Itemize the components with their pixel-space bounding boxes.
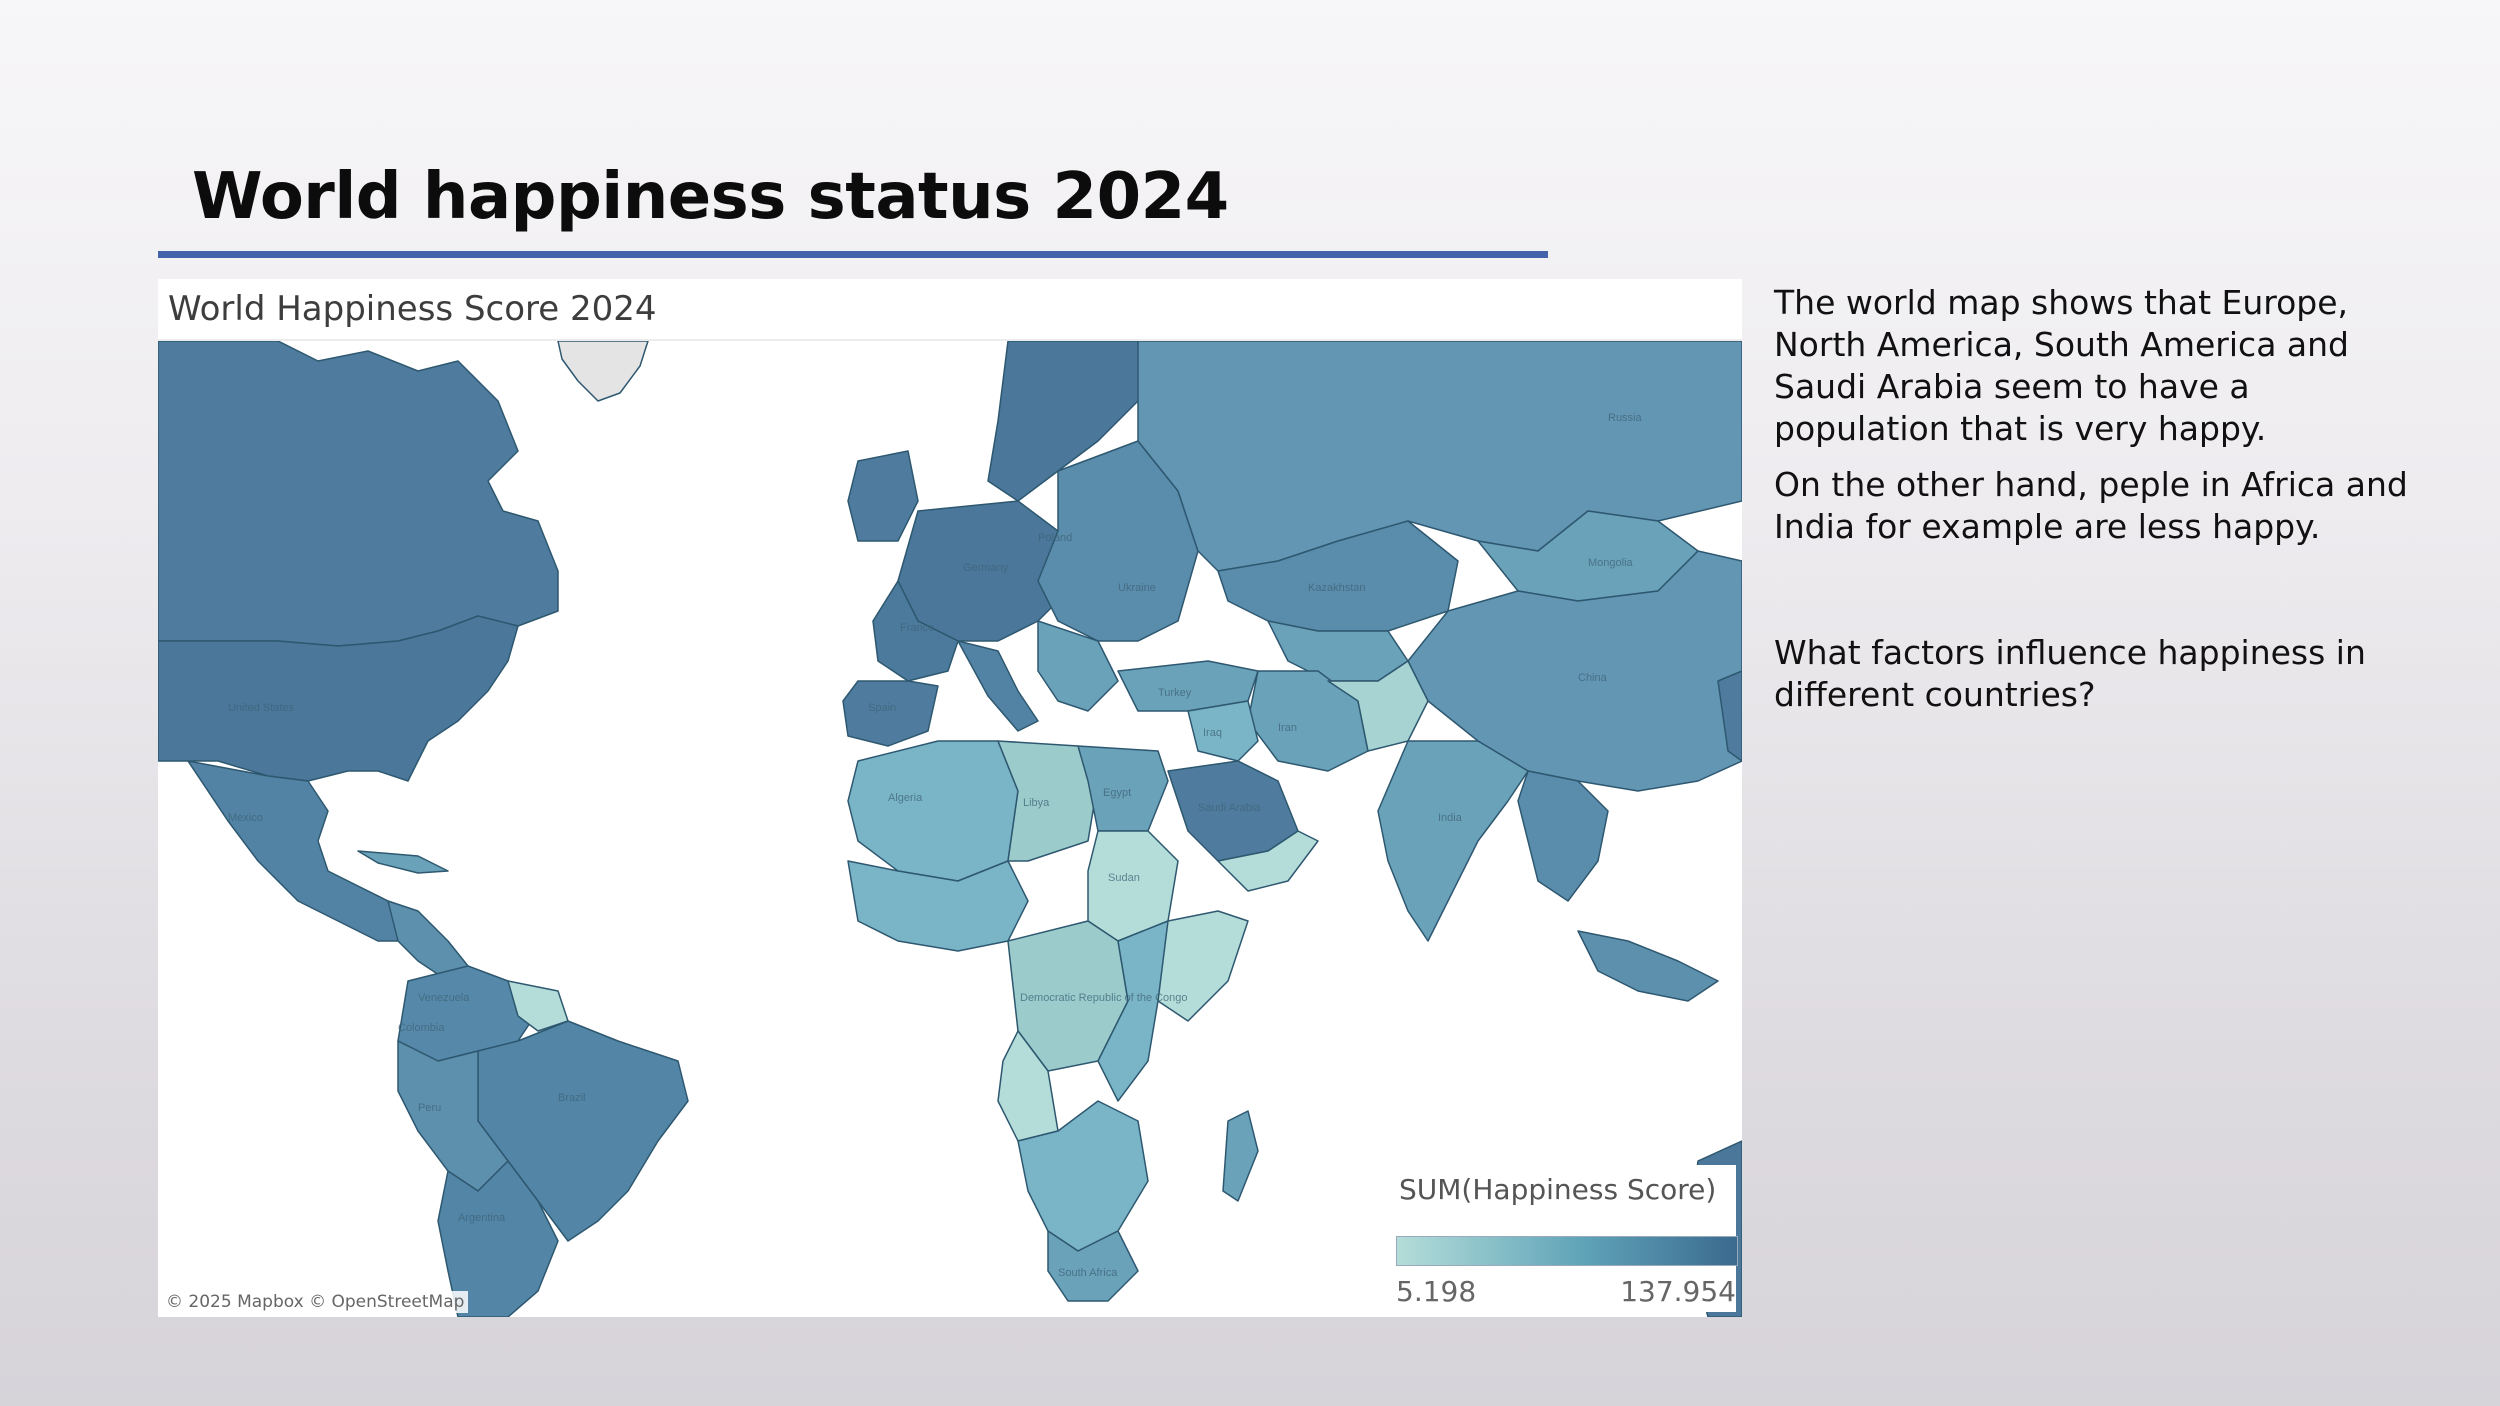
slide-title: World happiness status 2024 [192, 160, 1229, 234]
country-cuba[interactable] [357, 850, 449, 874]
title-underline [158, 251, 1548, 258]
legend-gradient-bar [1396, 1236, 1738, 1266]
country-france[interactable] [872, 580, 959, 682]
label-egypt: Egypt [1103, 787, 1131, 799]
commentary-question: What factors influence happiness in diff… [1774, 633, 2366, 714]
label-drc: Democratic Republic of the Congo [1020, 992, 1188, 1004]
label-argentina: Argentina [458, 1212, 506, 1224]
color-legend: SUM(Happiness Score) 5.198 137.954 [1391, 1165, 1738, 1312]
label-mongolia: Mongolia [1588, 557, 1634, 569]
country-italy[interactable] [957, 640, 1039, 732]
label-russia: Russia [1608, 412, 1643, 424]
country-madagascar[interactable] [1222, 1110, 1259, 1202]
country-guianas[interactable] [507, 980, 569, 1032]
label-united-states: United States [228, 702, 295, 714]
commentary: The world map shows that Europe, North A… [1774, 282, 2434, 716]
map-title: World Happiness Score 2024 [168, 289, 657, 329]
country-southern-africa[interactable] [1017, 1100, 1149, 1252]
map-attribution[interactable]: © 2025 Mapbox © OpenStreetMap [162, 1291, 469, 1313]
map-title-divider [158, 339, 1742, 341]
label-poland: Poland [1038, 532, 1072, 544]
commentary-paragraph-2: On the other hand, peple in Africa and I… [1774, 465, 2408, 546]
country-afghanistan-pakistan[interactable] [1327, 660, 1429, 752]
country-west-africa[interactable] [847, 860, 1029, 952]
country-indonesia-malaysia[interactable] [1577, 930, 1719, 1002]
label-peru: Peru [418, 1102, 441, 1114]
label-germany: Germany [963, 562, 1009, 574]
country-oman-yemen[interactable] [1217, 830, 1319, 892]
country-japan-korea[interactable] [1717, 670, 1742, 762]
world-map[interactable]: United States Mexico Venezuela Colombia … [158, 341, 1742, 1317]
country-india[interactable] [1377, 740, 1529, 942]
country-spain-portugal[interactable] [842, 680, 939, 747]
country-east-africa[interactable] [1097, 920, 1169, 1102]
country-iraq-syria[interactable] [1187, 700, 1259, 762]
country-greenland[interactable] [557, 341, 649, 402]
label-venezuela: Venezuela [418, 992, 470, 1004]
commentary-paragraph-1: The world map shows that Europe, North A… [1774, 283, 2349, 448]
legend-title: SUM(Happiness Score) [1399, 1173, 1717, 1206]
label-mexico: Mexico [228, 812, 263, 824]
label-libya: Libya [1023, 797, 1050, 809]
label-south-africa: South Africa [1058, 1267, 1118, 1279]
label-colombia: Colombia [398, 1022, 445, 1034]
label-algeria: Algeria [888, 792, 923, 804]
label-china: China [1578, 672, 1608, 684]
label-kazakhstan: Kazakhstan [1308, 582, 1365, 594]
label-spain: Spain [868, 702, 896, 714]
country-argentina-chile[interactable] [437, 1160, 559, 1317]
map-panel[interactable]: World Happiness Score 2024 [158, 279, 1742, 1317]
country-balkans[interactable] [1037, 620, 1119, 712]
label-brazil: Brazil [558, 1092, 586, 1104]
country-southeast-asia[interactable] [1517, 770, 1609, 902]
label-sudan: Sudan [1108, 872, 1140, 884]
label-iraq: Iraq [1203, 727, 1222, 739]
legend-max-value: 137.954 [1620, 1275, 1736, 1308]
label-india: India [1438, 812, 1463, 824]
legend-min-value: 5.198 [1396, 1275, 1477, 1308]
label-france: France [900, 622, 934, 634]
label-turkey: Turkey [1158, 687, 1192, 699]
country-uk-ireland[interactable] [847, 450, 919, 542]
label-ukraine: Ukraine [1118, 582, 1156, 594]
country-south-africa[interactable] [1047, 1230, 1139, 1302]
label-saudi-arabia: Saudi Arabia [1198, 802, 1261, 814]
label-iran: Iran [1278, 722, 1297, 734]
